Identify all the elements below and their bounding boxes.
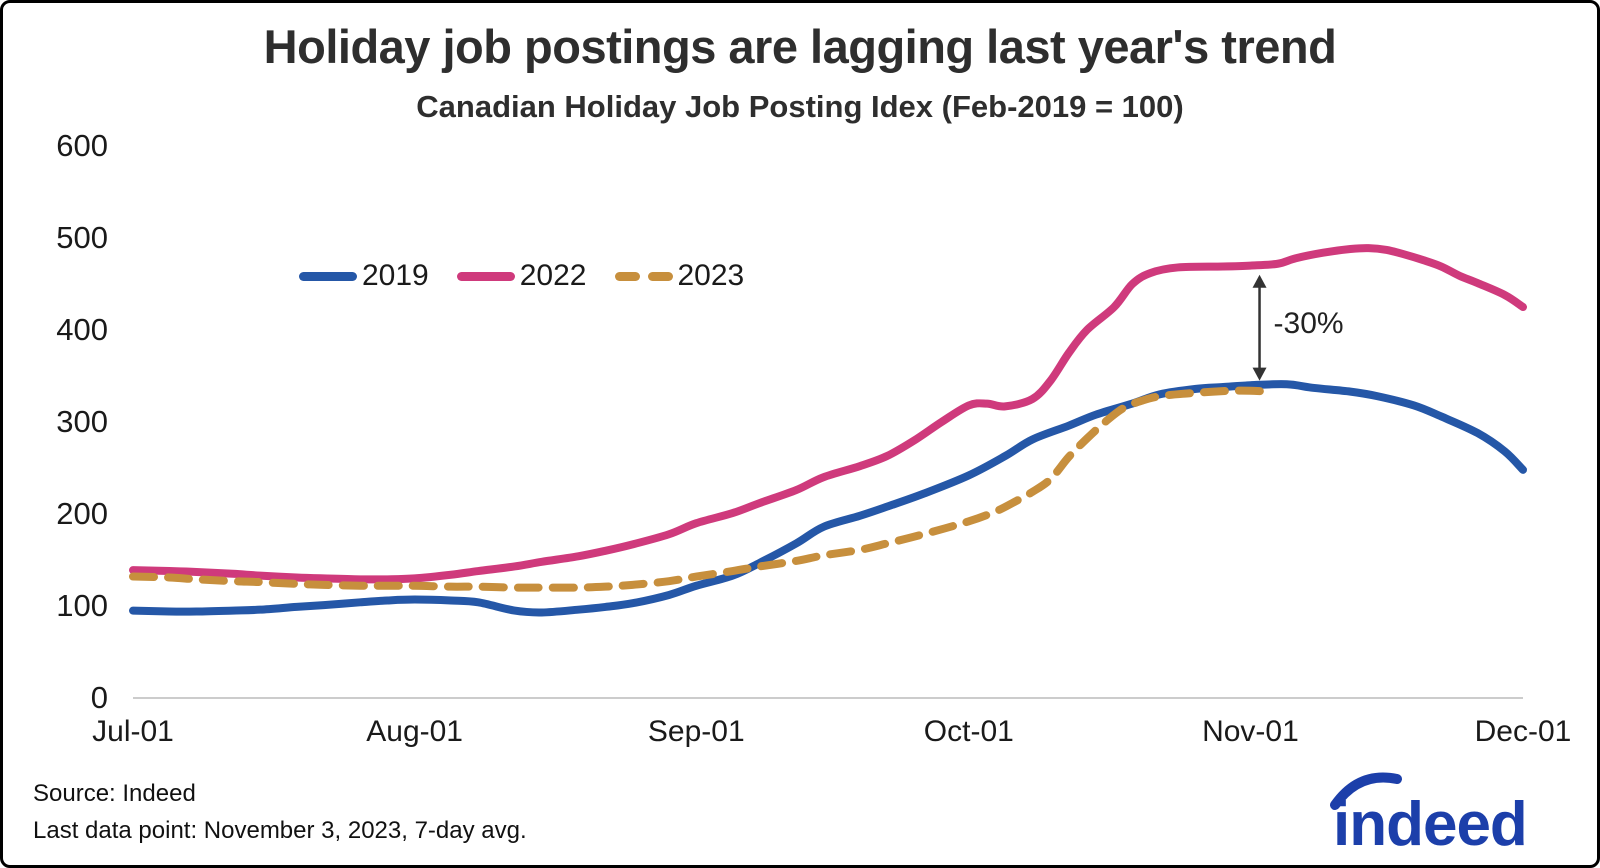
y-tick-label: 0 [90, 680, 108, 715]
legend-label-2022: 2022 [519, 259, 587, 292]
chart-subtitle: Canadian Holiday Job Posting Idex (Feb-2… [416, 89, 1184, 124]
x-tick-label: Oct-01 [923, 715, 1014, 748]
x-tick-label: Jul-01 [92, 715, 174, 748]
legend-swatch-2019 [299, 271, 357, 281]
y-tick-label: 300 [56, 404, 108, 439]
legend-item-2023: 2023 [614, 259, 745, 293]
y-tick-label: 200 [56, 496, 108, 531]
indeed-logo: indeed [1330, 772, 1528, 858]
x-tick-label: Dec-01 [1474, 715, 1572, 748]
annotation-arrowhead-down [1252, 367, 1267, 381]
y-tick-label: 500 [56, 220, 108, 255]
plot-svg [129, 244, 1527, 699]
indeed-logo-flame-icon [1330, 772, 1402, 810]
y-tick-label: 100 [56, 588, 108, 623]
x-tick-label: Aug-01 [366, 715, 463, 748]
annotation-arrowhead-up [1252, 274, 1267, 288]
annotation-label: -30% [1273, 306, 1344, 340]
source-note: Source: Indeed [33, 780, 196, 807]
chart-title: Holiday job postings are lagging last ye… [263, 20, 1337, 73]
legend-swatch-2023 [614, 271, 673, 281]
y-tick-label: 400 [56, 312, 108, 347]
indeed-logo-text: indeed [1333, 790, 1527, 858]
series-line-2019 [129, 380, 1527, 617]
x-tick-label: Nov-01 [1202, 715, 1299, 748]
legend-label-2023: 2023 [677, 259, 745, 292]
x-tick-label: Sep-01 [647, 715, 745, 748]
series-line-2022 [129, 244, 1527, 584]
last-data-point-note: Last data point: November 3, 2023, 7-day… [33, 817, 527, 844]
legend: 2019 2022 2023 [299, 259, 745, 293]
series-line-2023 [129, 386, 1273, 592]
legend-item-2022: 2022 [456, 259, 587, 293]
legend-label-2019: 2019 [362, 259, 429, 292]
legend-swatch-2022 [456, 271, 515, 281]
y-tick-label: 600 [56, 128, 108, 163]
legend-item-2019: 2019 [299, 259, 429, 293]
